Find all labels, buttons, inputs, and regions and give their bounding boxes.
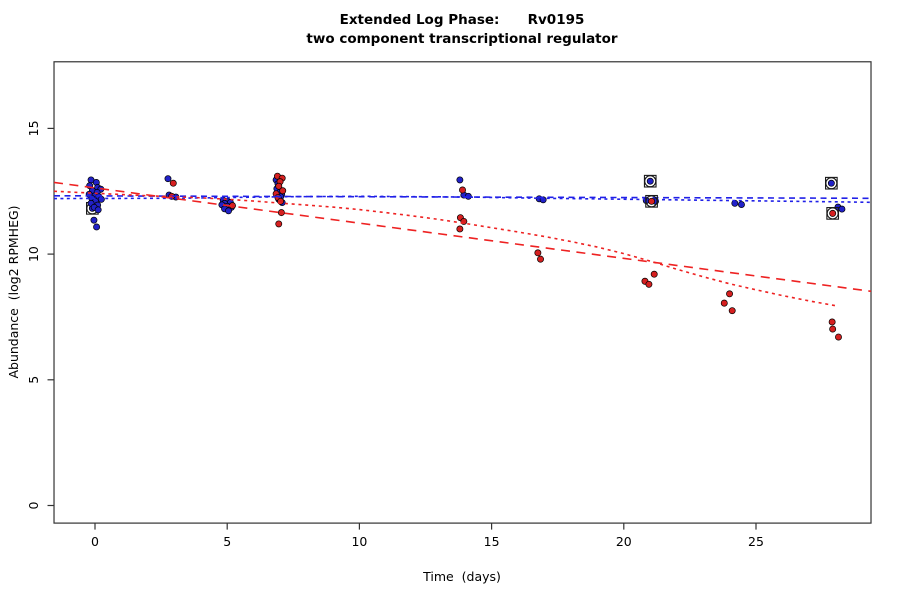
y-tick-label: 5: [26, 376, 41, 384]
red-replicates-point: [275, 220, 283, 228]
red-replicates-point: [456, 225, 464, 233]
flagged-circle-marker: [826, 207, 839, 220]
x-tick-label: 20: [616, 534, 632, 549]
blue-replicates-point: [738, 201, 745, 209]
blue-replicates-point: [456, 176, 464, 184]
red-replicates-point: [279, 187, 287, 195]
blue-replicates-point: [225, 207, 232, 215]
y-axis-label: Abundance (log2 RPMHEG): [6, 205, 21, 379]
chart-title: Extended Log Phase: Rv0195: [339, 12, 585, 28]
x-tick-label: 15: [484, 534, 500, 549]
flagged-data-point: [648, 197, 656, 205]
red-replicates-point: [534, 249, 542, 257]
red-replicates-point: [828, 318, 836, 326]
red-replicates-point: [650, 270, 658, 278]
plot-box: [53, 61, 872, 524]
blue-replicates-point: [164, 175, 172, 183]
red-replicates-point: [835, 333, 842, 341]
red-replicates-point: [726, 290, 734, 298]
y-tick-label: 15: [26, 120, 41, 136]
red-replicates-point: [537, 255, 544, 263]
y-tick-label: 10: [26, 246, 41, 262]
blue-replicates-point: [838, 205, 846, 213]
red-replicates-point: [169, 179, 177, 187]
blue-replicates-point: [94, 206, 102, 214]
x-axis-label: Time (days): [423, 569, 501, 584]
red-replicates-point: [720, 299, 728, 307]
red-replicates-point: [645, 280, 653, 288]
red-replicates-point: [728, 307, 736, 315]
x-tick-label: 5: [223, 534, 231, 549]
red-replicates-point: [275, 182, 283, 190]
red-replicates-point: [459, 186, 466, 194]
x-tick-label: 10: [351, 534, 367, 549]
red-replicates-point: [277, 209, 285, 217]
flagged-circle-marker: [825, 177, 838, 190]
flagged-data-point: [646, 177, 654, 185]
flagged-circle-marker: [644, 175, 657, 188]
chart-subtitle: two component transcriptional regulator: [306, 31, 618, 47]
flagged-data-point: [827, 179, 835, 187]
blue-replicates-point: [93, 223, 101, 231]
flagged-circle-marker: [645, 195, 658, 208]
x-tick-label: 25: [748, 534, 764, 549]
red-linear-fit-line: [53, 181, 872, 293]
flagged-data-point: [829, 209, 837, 217]
y-tick-label: 0: [26, 501, 41, 509]
red-smooth-fit-line: [53, 190, 836, 307]
blue-replicates-point: [97, 195, 105, 203]
blue-replicates-point: [90, 216, 98, 224]
red-replicates-point: [829, 325, 837, 333]
x-tick-label: 0: [91, 534, 99, 549]
blue-smooth-fit-line: [54, 195, 872, 204]
